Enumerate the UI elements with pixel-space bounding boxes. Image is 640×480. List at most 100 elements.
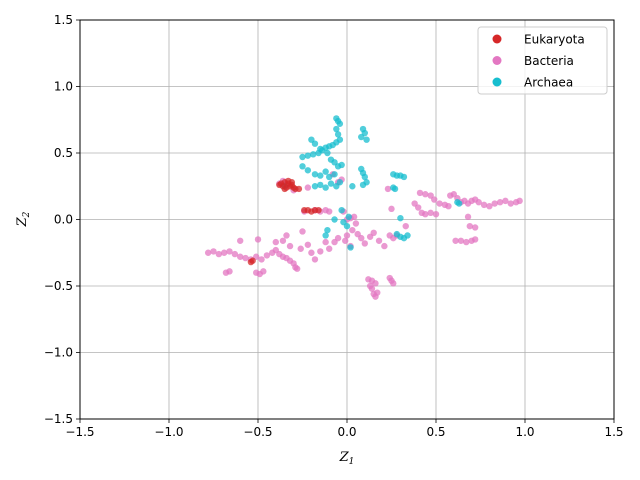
bacteria-point [237, 237, 244, 244]
archaea-point [397, 214, 404, 222]
legend-marker-archaea [492, 77, 502, 87]
archaea-point [331, 171, 338, 178]
archaea-point [304, 167, 312, 174]
archaea-point [333, 125, 340, 133]
bacteria-point [464, 213, 472, 221]
archaea-point [400, 173, 408, 181]
eukaryota-point [315, 206, 322, 214]
x-tick-label: −1.5 [65, 425, 94, 439]
archaea-point [311, 171, 319, 178]
archaea-point [327, 180, 335, 187]
bacteria-point [466, 222, 474, 230]
bacteria-point [384, 185, 392, 193]
x-tick-label: 1.5 [604, 425, 623, 439]
bacteria-point [452, 237, 459, 244]
bacteria-point [204, 249, 212, 256]
bacteria-point [349, 226, 356, 234]
bacteria-point [258, 256, 265, 263]
bacteria-point [372, 280, 379, 287]
archaea-point [322, 184, 329, 191]
y-axis-title: Z2 [15, 211, 32, 227]
bacteria-point [317, 248, 324, 255]
archaea-point [345, 213, 352, 221]
bacteria-point [445, 203, 452, 210]
bacteria-point [480, 201, 488, 209]
archaea-point [311, 183, 319, 190]
archaea-point [309, 151, 317, 158]
bacteria-point [242, 254, 249, 262]
bacteria-point [496, 199, 504, 206]
legend-marker-bacteria [492, 56, 502, 65]
bacteria-point [502, 197, 509, 205]
archaea-point [343, 222, 351, 230]
archaea-point [317, 172, 324, 179]
bacteria-point [388, 205, 395, 213]
bacteria-point [210, 248, 217, 255]
x-tick-label: 0.0 [337, 425, 356, 439]
archaea-point [322, 232, 329, 239]
archaea-point [324, 226, 331, 234]
archaea-point [311, 140, 319, 147]
bacteria-point [334, 234, 342, 242]
bacteria-point [416, 189, 424, 197]
archaea-point [326, 173, 333, 181]
y-tick-label: −0.5 [44, 279, 73, 293]
archaea-point [331, 216, 338, 223]
bacteria-point [463, 238, 470, 246]
bacteria-point [326, 245, 333, 252]
y-tick-label: 1.5 [54, 13, 73, 27]
bacteria-point [304, 241, 312, 248]
bacteria-point [361, 240, 368, 247]
bacteria-point [260, 268, 267, 275]
bacteria-point [402, 222, 409, 230]
bacteria-point [486, 203, 493, 210]
archaea-point [334, 131, 342, 138]
eukaryota-point [281, 185, 288, 193]
bacteria-point [507, 200, 514, 207]
archaea-point [363, 136, 370, 143]
bacteria-point [457, 237, 465, 244]
bacteria-point [293, 265, 301, 272]
bacteria-point [326, 208, 333, 215]
eukaryota-point [295, 185, 303, 193]
y-tick-label: −1.0 [44, 346, 73, 360]
bacteria-point [352, 220, 360, 227]
eukaryota-point [276, 181, 283, 189]
legend-label-bacteria: Bacteria [524, 54, 574, 68]
bacteria-point [475, 199, 482, 206]
bacteria-point [358, 234, 365, 242]
bacteria-point [471, 224, 479, 231]
archaea-point [317, 181, 324, 189]
y-tick-label: −1.5 [44, 412, 73, 426]
bacteria-point [322, 238, 329, 246]
bacteria-point [237, 253, 244, 260]
x-tick-label: −0.5 [243, 425, 272, 439]
y-tick-label: 0.0 [54, 213, 73, 227]
y-tick-label: 0.5 [54, 146, 73, 160]
bacteria-point [431, 196, 438, 203]
bacteria-point [516, 197, 523, 205]
archaea-point [333, 183, 340, 190]
archaea-point [338, 161, 345, 169]
bacteria-point [272, 238, 279, 246]
bacteria-point [375, 237, 383, 244]
bacteria-point [381, 242, 388, 250]
bacteria-point [366, 282, 374, 290]
bacteria-point [374, 289, 381, 296]
bacteria-point [286, 242, 294, 250]
archaea-point [358, 165, 365, 173]
bacteria-point [415, 204, 422, 211]
archaea-point [299, 153, 306, 161]
archaea-point [361, 173, 368, 181]
y-axis-title-subscript: 2 [22, 211, 32, 218]
bacteria-point [308, 249, 315, 256]
archaea-point [336, 120, 344, 127]
bacteria-point [471, 236, 479, 243]
x-tick-label: 1.0 [515, 425, 534, 439]
bacteria-point [350, 213, 358, 221]
legend-label-eukaryota: Eukaryota [524, 33, 585, 47]
archaea-point [317, 145, 324, 153]
legend-box [477, 26, 608, 95]
legend-label-archaea: Archaea [524, 76, 573, 90]
archaea-point [358, 133, 365, 141]
